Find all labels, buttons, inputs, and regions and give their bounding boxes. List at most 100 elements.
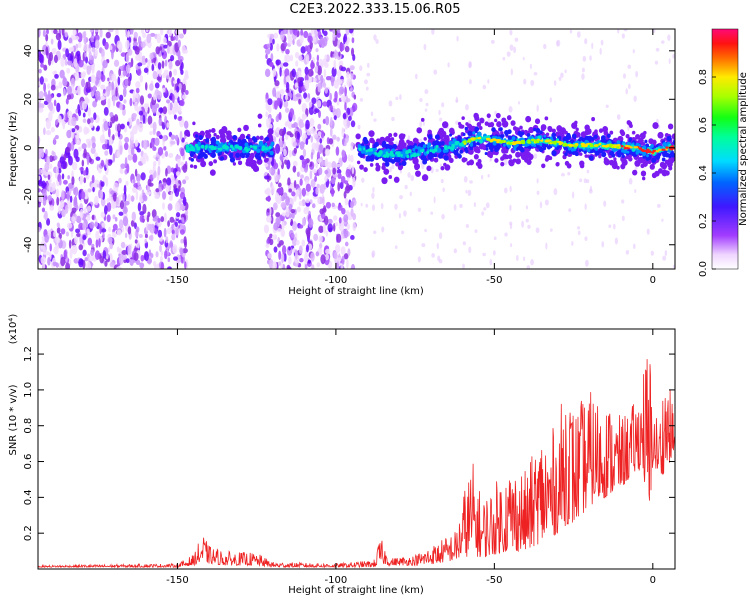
heatmap-noise-cell (100, 211, 106, 218)
heatmap-core-cell (646, 148, 650, 151)
heatmap-ridge-cell (672, 139, 675, 145)
heatmap-noise-cell (68, 155, 73, 166)
heatmap-faint-cell (567, 171, 571, 176)
heatmap-noise-cell (169, 216, 175, 223)
heatmap-noise-cell (338, 51, 341, 57)
heatmap-noise-cell (70, 130, 75, 139)
heatmap-faint-cell (399, 194, 403, 200)
heatmap-ridge-cell (232, 147, 235, 151)
heatmap-noise-cell (89, 29, 94, 33)
heatmap-noise-cell (181, 137, 185, 143)
heatmap-faint-cell (504, 232, 508, 237)
heatmap-noise-cell (332, 134, 337, 140)
heatmap-noise-cell (168, 60, 173, 70)
heatmap-ridge-cell (575, 127, 579, 132)
heatmap-noise-cell (137, 202, 142, 212)
heatmap-ridge-cell (421, 148, 425, 152)
heatmap-noise-cell (79, 208, 84, 219)
heatmap-noise-cell (157, 146, 164, 156)
heatmap-faint-cell (625, 250, 630, 255)
heatmap-core-cell (512, 141, 517, 144)
heatmap-noise-cell (44, 234, 49, 243)
heatmap-core-cell (645, 150, 649, 153)
heatmap-faint-cell (579, 178, 583, 183)
heatmap-noise-cell (344, 86, 347, 97)
heatmap-noise-cell (44, 210, 48, 221)
heatmap-noise-cell (152, 70, 158, 80)
heatmap-ridge-cell (661, 169, 668, 177)
heatmap-core-cell (661, 148, 666, 151)
heatmap-noise-cell (50, 127, 55, 133)
heatmap-noise-cell (179, 247, 184, 255)
heatmap-noise-cell (91, 135, 96, 145)
heatmap-ridge-cell (237, 146, 241, 150)
heatmap-noise-cell (182, 29, 187, 35)
heatmap-noise-cell (266, 117, 269, 128)
heatmap-ridge-cell (195, 134, 199, 138)
heatmap-noise-cell (120, 52, 127, 57)
heatmap-ridge-cell (427, 154, 433, 160)
heatmap-ridge-cell (362, 147, 366, 151)
heatmap-faint-cell (436, 242, 439, 250)
heatmap-noise-cell (170, 140, 176, 145)
heatmap-noise-cell (76, 233, 81, 238)
heatmap-noise-cell (154, 263, 157, 269)
heatmap-faint-cell (421, 243, 426, 248)
heatmap-core-cell (640, 148, 645, 152)
heatmap-noise-cell (86, 81, 91, 90)
heatmap-noise-cell (143, 67, 149, 74)
heatmap-ridge-cell (410, 154, 413, 158)
heatmap-noise-cell (132, 179, 136, 184)
heatmap-noise-cell (278, 111, 282, 121)
heatmap-noise-cell (38, 68, 42, 74)
heatmap-faint-cell (530, 79, 535, 86)
heatmap-noise-cell (310, 29, 315, 36)
heatmap-noise-cell (46, 218, 51, 226)
heatmap-noise-cell (108, 29, 114, 33)
heatmap-faint-cell (571, 191, 575, 199)
heatmap-noise-cell (285, 207, 290, 218)
heatmap-ridge-cell (461, 116, 465, 121)
heatmap-noise-cell (78, 59, 84, 68)
heatmap-noise-cell (305, 97, 310, 103)
heatmap-noise-cell (107, 77, 110, 82)
heatmap-ridge-cell (609, 130, 614, 135)
heatmap-noise-cell (170, 36, 175, 42)
heatmap-noise-cell (94, 250, 101, 261)
heatmap-noise-cell (91, 214, 95, 221)
heatmap-noise-cell (176, 254, 181, 264)
heatmap-noise-cell (94, 29, 99, 33)
heatmap-noise-cell (350, 208, 354, 217)
heatmap-ridge-cell (219, 132, 226, 140)
heatmap-noise-cell (47, 163, 53, 169)
heatmap-noise-cell (71, 207, 77, 213)
heatmap-noise-cell (104, 138, 108, 145)
heatmap-ridge-cell (628, 156, 633, 162)
heatmap-faint-cell (391, 116, 395, 122)
heatmap-noise-cell (277, 182, 282, 188)
heatmap-noise-cell (307, 35, 313, 43)
heatmap-faint-cell (545, 242, 548, 250)
heatmap-faint-cell (424, 228, 427, 233)
heatmap-ridge-cell (522, 153, 529, 160)
heatmap-ridge-cell (197, 141, 201, 146)
heatmap-noise-cell (156, 33, 162, 44)
heatmap-noise-cell (285, 107, 290, 113)
heatmap-noise-cell (91, 243, 95, 248)
heatmap-noise-cell (79, 166, 84, 171)
heatmap-noise-cell (179, 229, 185, 235)
heatmap-noise-cell (282, 29, 288, 35)
heatmap-noise-cell (77, 85, 81, 96)
heatmap-noise-cell (134, 46, 140, 55)
heatmap-noise-cell (275, 212, 281, 218)
heatmap-noise-cell (265, 54, 268, 60)
heatmap-noise-cell (61, 29, 65, 36)
heatmap-noise-cell (163, 227, 167, 238)
heatmap-noise-cell (167, 220, 170, 228)
heatmap-faint-cell (375, 39, 379, 44)
heatmap-faint-cell (621, 199, 625, 204)
heatmap-noise-cell (87, 107, 91, 117)
x-tick-label: -150 (166, 275, 189, 286)
heatmap-ridge-cell (600, 135, 606, 141)
